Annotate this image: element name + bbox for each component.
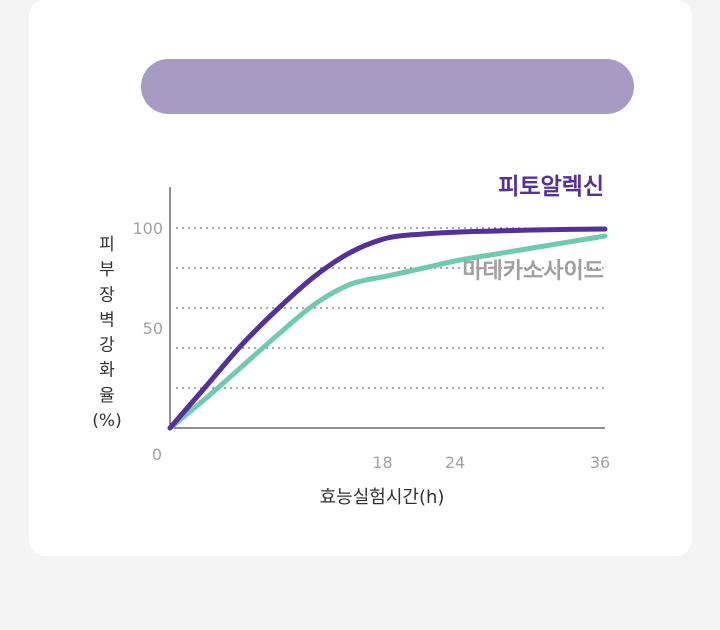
x-tick-label: 24 xyxy=(445,453,465,472)
origin-label: 0 xyxy=(152,445,162,464)
series-label-madecassoside: 마데카소사이드 xyxy=(462,259,604,284)
series-label-phytoalexin: 피토알렉신 xyxy=(498,174,604,200)
y-axis-label-char: 장 xyxy=(99,285,115,305)
series-line-phytoalexin xyxy=(167,226,608,431)
y-axis-label-char: (%) xyxy=(92,411,121,431)
y-axis-label-char: 화 xyxy=(99,361,115,381)
y-axis-label-char: 피 xyxy=(99,235,115,255)
chart-card xyxy=(29,0,692,556)
grid-lines xyxy=(176,227,605,389)
x-tick-labels: 18 24 36 xyxy=(372,453,610,472)
x-tick-label: 18 xyxy=(372,453,392,472)
y-axis-label-char: 강 xyxy=(99,336,115,356)
x-axis-label: 효능실험시간(h) xyxy=(320,487,445,508)
y-axis-label-char: 부 xyxy=(99,260,115,280)
y-tick-labels: 50 100 xyxy=(132,219,163,338)
y-tick-label: 100 xyxy=(132,219,163,238)
y-tick-label: 50 xyxy=(143,319,163,338)
y-axis-label-char: 벽 xyxy=(99,310,115,330)
series-lines xyxy=(167,226,608,431)
header-banner xyxy=(141,59,634,114)
y-axis-label-char: 율 xyxy=(99,386,115,406)
x-tick-label: 36 xyxy=(590,453,610,472)
series-line-madecassoside xyxy=(167,233,608,431)
